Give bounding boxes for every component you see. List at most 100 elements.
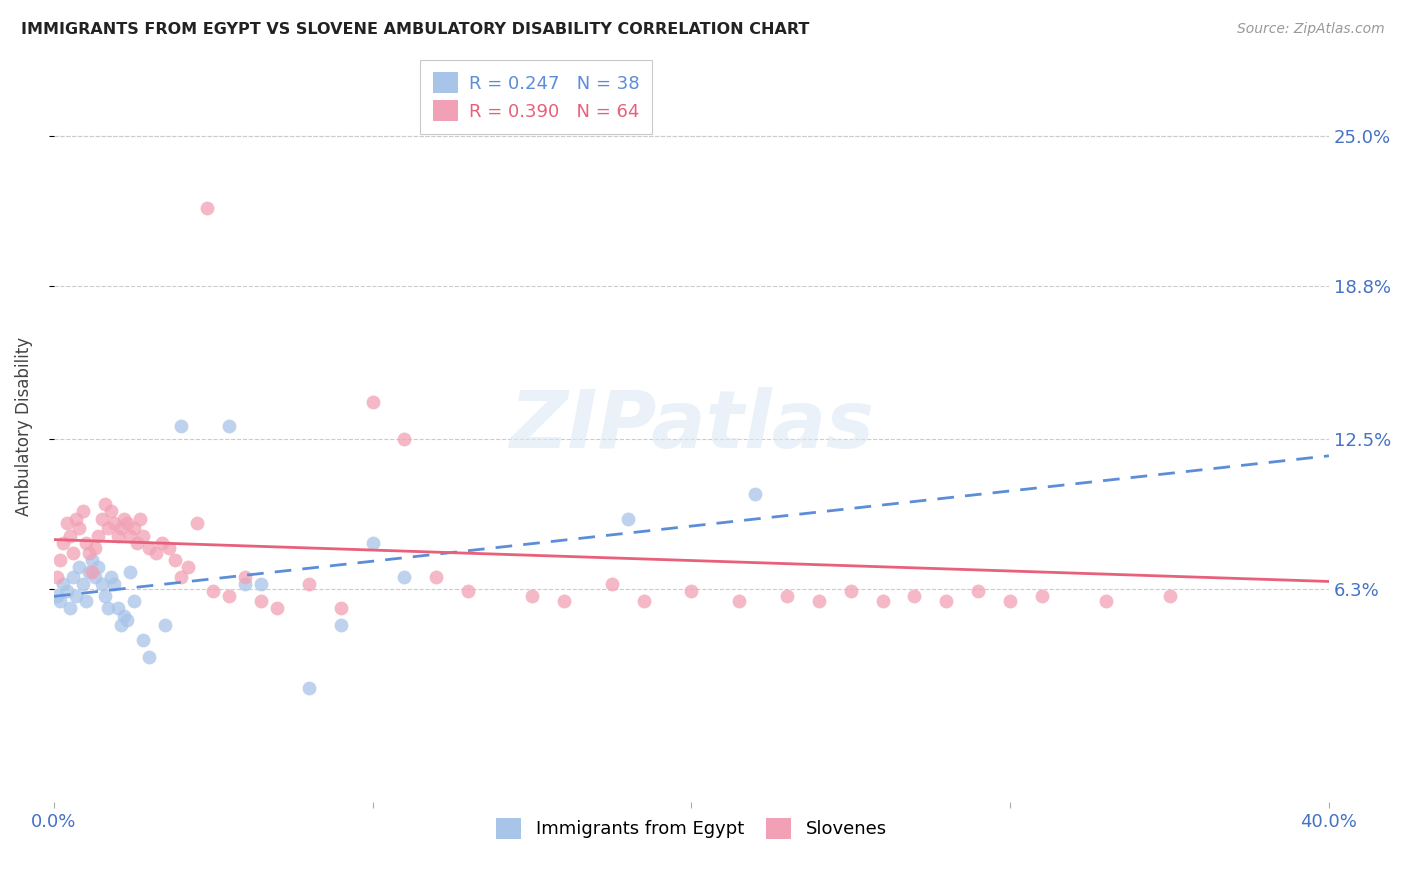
Point [329, 618, 352, 632]
Point [195, 201, 218, 215]
Point [177, 560, 200, 574]
Point [150, 536, 173, 550]
Point [65, 589, 87, 603]
Point [616, 511, 638, 525]
Point [72, 504, 94, 518]
Point [87, 560, 110, 574]
Point [132, 528, 155, 542]
Point [84, 570, 107, 584]
Point [97, 601, 120, 615]
Point [49, 594, 72, 608]
Point [120, 528, 142, 542]
Point [120, 565, 142, 579]
Point [132, 632, 155, 647]
Text: ZIPatlas: ZIPatlas [509, 387, 875, 466]
Point [1031, 589, 1053, 603]
Point [77, 545, 100, 559]
Point [998, 594, 1021, 608]
Point [107, 528, 129, 542]
Point [77, 565, 100, 579]
Y-axis label: Ambulatory Disability: Ambulatory Disability [15, 337, 32, 516]
Point [744, 487, 766, 501]
Point [87, 528, 110, 542]
Point [59, 528, 82, 542]
Point [122, 594, 145, 608]
Point [115, 516, 138, 531]
Point [298, 577, 321, 591]
Point [681, 584, 703, 599]
Point [157, 541, 180, 555]
Point [394, 432, 416, 446]
Point [110, 521, 132, 535]
Point [266, 601, 288, 615]
Point [46, 570, 69, 584]
Point [633, 594, 655, 608]
Legend: Immigrants from Egypt, Slovenes: Immigrants from Egypt, Slovenes [489, 811, 894, 846]
Point [103, 516, 125, 531]
Point [903, 589, 925, 603]
Point [75, 536, 97, 550]
Point [967, 584, 990, 599]
Point [553, 594, 575, 608]
Point [935, 594, 957, 608]
Point [170, 570, 193, 584]
Point [361, 395, 384, 409]
Point [75, 594, 97, 608]
Point [107, 601, 129, 615]
Point [52, 536, 75, 550]
Point [80, 565, 103, 579]
Point [55, 516, 77, 531]
Point [233, 570, 256, 584]
Point [46, 589, 69, 603]
Point [807, 594, 830, 608]
Point [250, 594, 273, 608]
Point [425, 570, 447, 584]
Point [728, 594, 751, 608]
Point [1094, 594, 1116, 608]
Point [1159, 589, 1181, 603]
Text: IMMIGRANTS FROM EGYPT VS SLOVENE AMBULATORY DISABILITY CORRELATION CHART: IMMIGRANTS FROM EGYPT VS SLOVENE AMBULAT… [21, 22, 810, 37]
Point [72, 577, 94, 591]
Point [122, 521, 145, 535]
Point [872, 594, 894, 608]
Point [55, 584, 77, 599]
Point [100, 570, 122, 584]
Point [97, 521, 120, 535]
Point [90, 511, 112, 525]
Point [67, 560, 90, 574]
Point [62, 570, 84, 584]
Point [52, 577, 75, 591]
Point [520, 589, 543, 603]
Point [62, 545, 84, 559]
Point [138, 541, 160, 555]
Point [218, 589, 240, 603]
Point [80, 553, 103, 567]
Point [155, 618, 177, 632]
Point [361, 536, 384, 550]
Point [100, 504, 122, 518]
Point [163, 553, 186, 567]
Point [112, 608, 135, 623]
Point [138, 649, 160, 664]
Point [65, 511, 87, 525]
Point [839, 584, 862, 599]
Text: Source: ZipAtlas.com: Source: ZipAtlas.com [1237, 22, 1385, 37]
Point [115, 614, 138, 628]
Point [202, 584, 225, 599]
Point [103, 577, 125, 591]
Point [112, 511, 135, 525]
Point [67, 521, 90, 535]
Point [394, 570, 416, 584]
Point [125, 536, 148, 550]
Point [600, 577, 623, 591]
Point [94, 497, 117, 511]
Point [84, 541, 107, 555]
Point [457, 584, 479, 599]
Point [329, 601, 352, 615]
Point [59, 601, 82, 615]
Point [186, 516, 208, 531]
Point [94, 589, 117, 603]
Point [233, 577, 256, 591]
Point [145, 545, 167, 559]
Point [110, 618, 132, 632]
